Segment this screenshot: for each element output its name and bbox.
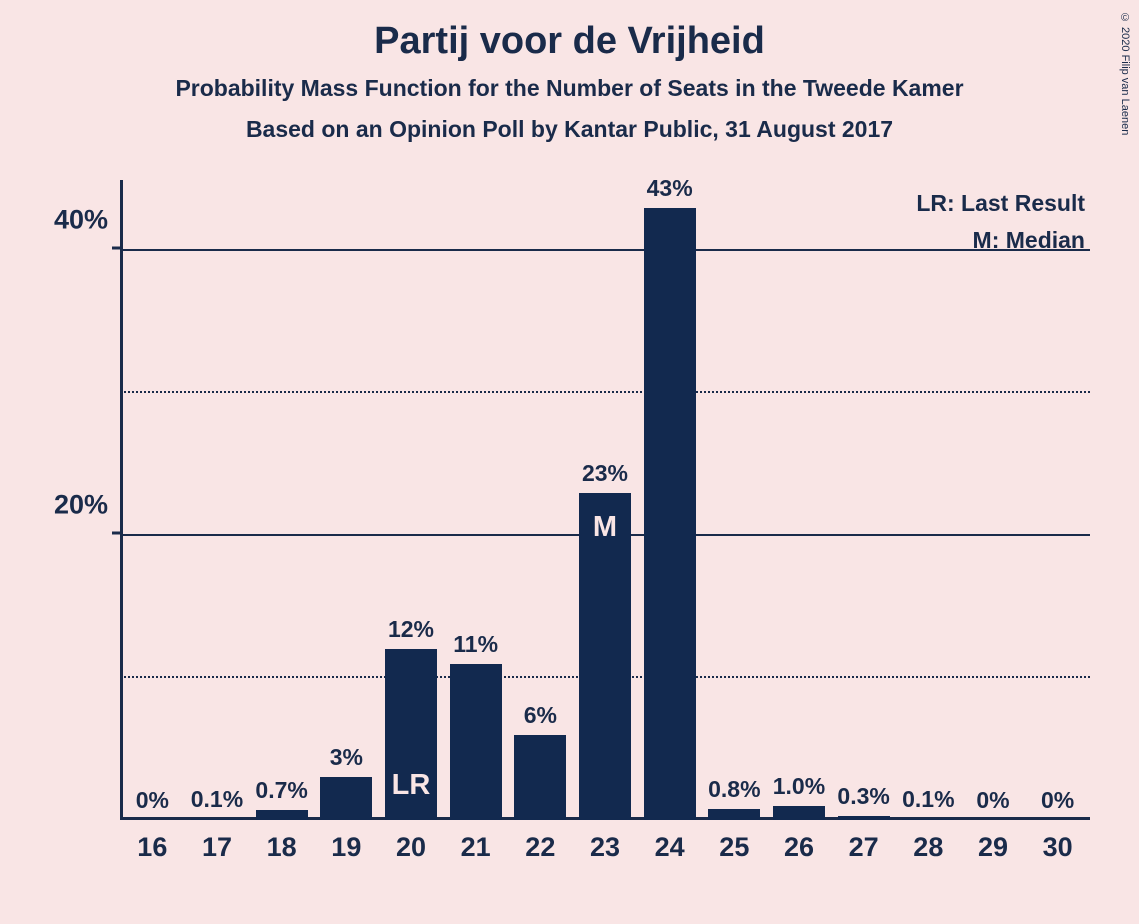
- x-axis-label: 25: [719, 832, 749, 863]
- x-axis-label: 18: [267, 832, 297, 863]
- bar-value-label: 3%: [330, 744, 363, 771]
- bar-rect: 0.3%: [838, 816, 890, 820]
- bar-value-label: 0%: [976, 787, 1009, 814]
- y-axis-label: 20%: [54, 489, 108, 520]
- bar-rect: 0.1%: [902, 819, 954, 820]
- bar-value-label: 0.1%: [902, 786, 954, 813]
- bar-value-label: 12%: [388, 616, 434, 643]
- x-axis-label: 22: [525, 832, 555, 863]
- x-axis-label: 23: [590, 832, 620, 863]
- bar: 43%24: [637, 180, 702, 820]
- bar: 0.1%28: [896, 180, 961, 820]
- y-tick: [112, 531, 120, 534]
- bar: 0%30: [1025, 180, 1090, 820]
- bar-rect: 3%: [320, 777, 372, 820]
- bar-value-label: 23%: [582, 460, 628, 487]
- bar: 0%29: [961, 180, 1026, 820]
- plot-region: 20%40%0%160.1%170.7%183%1912%LR2011%216%…: [120, 180, 1090, 820]
- x-axis-label: 26: [784, 832, 814, 863]
- bar-rect: 23%M: [579, 493, 631, 820]
- y-axis-label: 40%: [54, 205, 108, 236]
- bar-value-label: 43%: [647, 175, 693, 202]
- bar: 0%16: [120, 180, 185, 820]
- bar-rect: 43%: [644, 208, 696, 820]
- bar-value-label: 0.7%: [255, 777, 307, 804]
- x-axis-label: 27: [849, 832, 879, 863]
- bar: 0.8%25: [702, 180, 767, 820]
- bar: 0.7%18: [249, 180, 314, 820]
- bar-value-label: 0%: [1041, 787, 1074, 814]
- bar: 0.3%27: [831, 180, 896, 820]
- bar-marker-lr: LR: [392, 769, 431, 802]
- chart-area: LR: Last Result M: Median 20%40%0%160.1%…: [60, 180, 1110, 880]
- x-axis-label: 28: [913, 832, 943, 863]
- x-axis-label: 19: [331, 832, 361, 863]
- titles-block: Partij voor de Vrijheid Probability Mass…: [0, 0, 1139, 143]
- bar: 0.1%17: [185, 180, 250, 820]
- bar-value-label: 0.8%: [708, 776, 760, 803]
- x-axis-label: 20: [396, 832, 426, 863]
- bar-rect: 0.1%: [191, 819, 243, 820]
- bar-rect: 0.8%: [708, 809, 760, 820]
- x-axis-label: 29: [978, 832, 1008, 863]
- bar-rect: 1.0%: [773, 806, 825, 820]
- y-tick: [112, 247, 120, 250]
- bar-rect: 0.7%: [256, 810, 308, 820]
- bar-value-label: 1.0%: [773, 773, 825, 800]
- bar-value-label: 0.1%: [191, 786, 243, 813]
- bar: 23%M23: [573, 180, 638, 820]
- x-axis-label: 17: [202, 832, 232, 863]
- chart-title: Partij voor de Vrijheid: [0, 20, 1139, 63]
- bar-value-label: 6%: [524, 702, 557, 729]
- bar-rect: 12%LR: [385, 649, 437, 820]
- x-axis-label: 16: [137, 832, 167, 863]
- bar-value-label: 0.3%: [837, 783, 889, 810]
- bar: 11%21: [443, 180, 508, 820]
- chart-subtitle-1: Probability Mass Function for the Number…: [0, 75, 1139, 102]
- bar: 12%LR20: [379, 180, 444, 820]
- bar: 3%19: [314, 180, 379, 820]
- bar: 6%22: [508, 180, 573, 820]
- bar-rect: 6%: [514, 735, 566, 820]
- bar-marker-m: M: [593, 511, 617, 544]
- bar: 1.0%26: [767, 180, 832, 820]
- x-axis-label: 30: [1043, 832, 1073, 863]
- bar-value-label: 0%: [136, 787, 169, 814]
- bar-value-label: 11%: [453, 631, 498, 658]
- chart-subtitle-2: Based on an Opinion Poll by Kantar Publi…: [0, 116, 1139, 143]
- bar-rect: 11%: [450, 664, 502, 820]
- copyright-text: © 2020 Filip van Laenen: [1119, 12, 1131, 135]
- x-axis-label: 21: [461, 832, 491, 863]
- x-axis-label: 24: [655, 832, 685, 863]
